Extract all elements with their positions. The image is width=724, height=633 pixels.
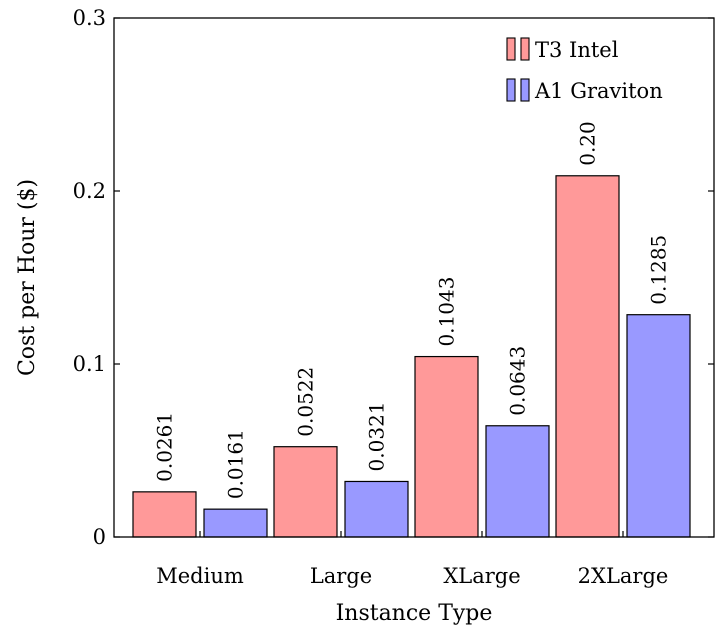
- bar-value-label: 0.1285: [647, 235, 671, 305]
- bar-value-label: 0.1043: [435, 277, 459, 347]
- y-tick-label: 0.3: [73, 6, 106, 30]
- legend: T3 Intel A1 Graviton: [506, 37, 663, 103]
- legend-swatch: [520, 78, 530, 102]
- bar: [344, 480, 409, 538]
- x-axis: Medium Large XLarge 2XLarge: [156, 531, 668, 588]
- x-tick-label: 2XLarge: [578, 564, 669, 588]
- bar-value-label: 0.0643: [506, 346, 530, 416]
- legend-entry-label: A1 Graviton: [534, 79, 663, 103]
- bar: [414, 355, 479, 538]
- x-axis-title: Instance Type: [336, 601, 493, 626]
- y-tick-label: 0.2: [73, 179, 106, 203]
- bar-value-label: 0.0321: [365, 401, 389, 471]
- y-axis-title: Cost per Hour ($): [15, 179, 40, 376]
- bar: [626, 314, 691, 538]
- bar-value-label: 0.0261: [153, 412, 177, 482]
- bar-value-label: 0.0522: [294, 367, 318, 437]
- x-tick-label: XLarge: [443, 564, 520, 588]
- bar: [485, 425, 550, 538]
- legend-entry-label: T3 Intel: [535, 38, 619, 62]
- y-axis: 0 0.1 0.2 0.3: [73, 6, 714, 549]
- legend-swatch: [506, 37, 516, 61]
- bars-layer: [132, 175, 691, 538]
- bar-value-label: 0.20: [576, 121, 600, 166]
- x-tick-label: Medium: [156, 564, 244, 588]
- y-tick-label: 0.1: [73, 352, 106, 376]
- data-labels-layer: 0.0261 0.0161 0.0522 0.0321 0.1043 0.0643 0.20…: [153, 121, 671, 499]
- bar: [273, 446, 338, 538]
- bar: [132, 491, 197, 538]
- legend-swatch: [520, 37, 530, 61]
- bar-value-label: 0.0161: [224, 429, 248, 499]
- y-tick-label: 0: [93, 525, 106, 549]
- bar: [203, 508, 268, 538]
- legend-swatch: [506, 78, 516, 102]
- bar: [555, 175, 620, 538]
- x-tick-label: Large: [310, 564, 372, 588]
- plot-frame: [113, 17, 715, 538]
